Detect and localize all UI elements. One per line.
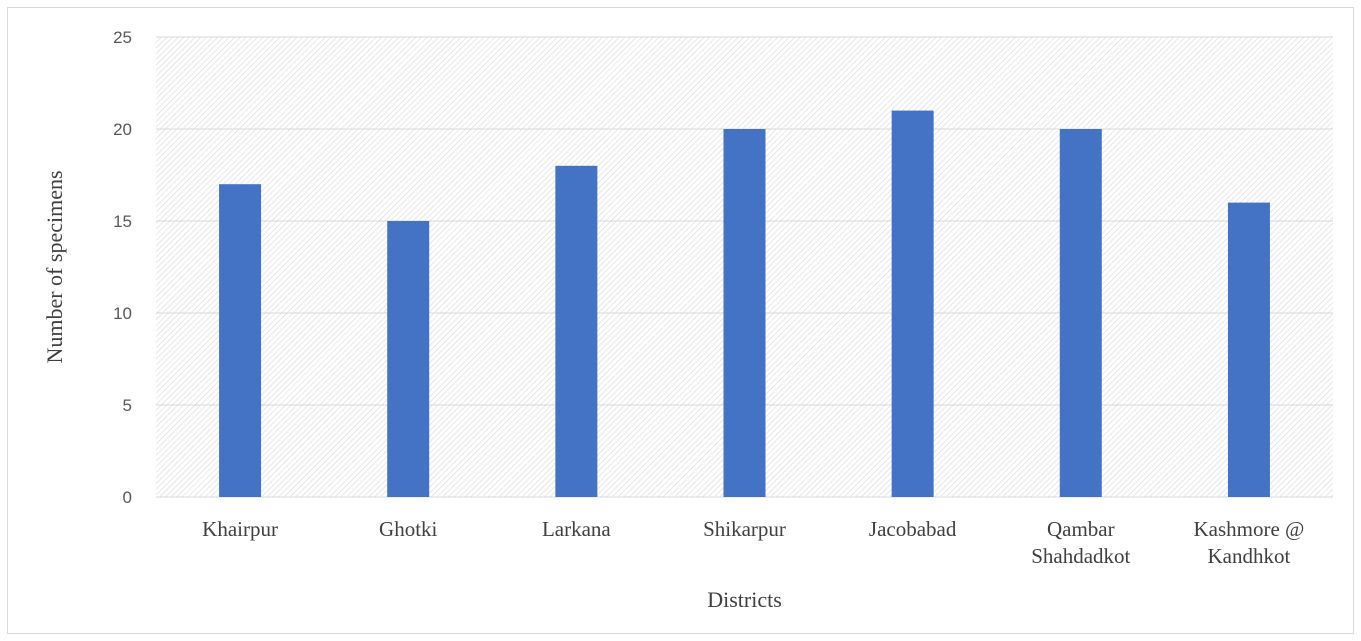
y-tick-label: 0 — [123, 488, 132, 507]
y-tick-label: 5 — [123, 396, 132, 415]
y-axis-title: Number of specimens — [42, 170, 67, 363]
x-category-label: Larkana — [542, 517, 611, 541]
bar — [1059, 129, 1102, 497]
bar — [555, 165, 598, 498]
x-axis-categories: Khairpur Ghotki Larkana Shikarpur Jacobabad Q… — [202, 517, 1304, 568]
y-tick-label: 20 — [113, 120, 132, 139]
bar — [1227, 202, 1270, 497]
bar — [723, 129, 766, 497]
y-tick-label: 10 — [113, 304, 132, 323]
y-axis-ticks: 0 5 10 15 20 25 — [113, 28, 132, 507]
y-tick-label: 25 — [113, 28, 132, 47]
x-category-label: Kashmore @ Kandhkot — [1193, 517, 1304, 568]
bar — [891, 110, 934, 497]
bar — [219, 184, 262, 497]
x-category-label: Jacobabad — [869, 517, 957, 541]
x-category-label: Shikarpur — [703, 517, 786, 541]
x-axis-title: Districts — [707, 587, 782, 612]
bars — [219, 110, 1270, 498]
bar — [387, 221, 430, 497]
x-category-label: Khairpur — [202, 517, 278, 541]
y-tick-label: 15 — [113, 212, 132, 231]
x-category-label: Qambar Shahdadkot — [1031, 517, 1130, 568]
x-category-label: Ghotki — [379, 517, 438, 541]
